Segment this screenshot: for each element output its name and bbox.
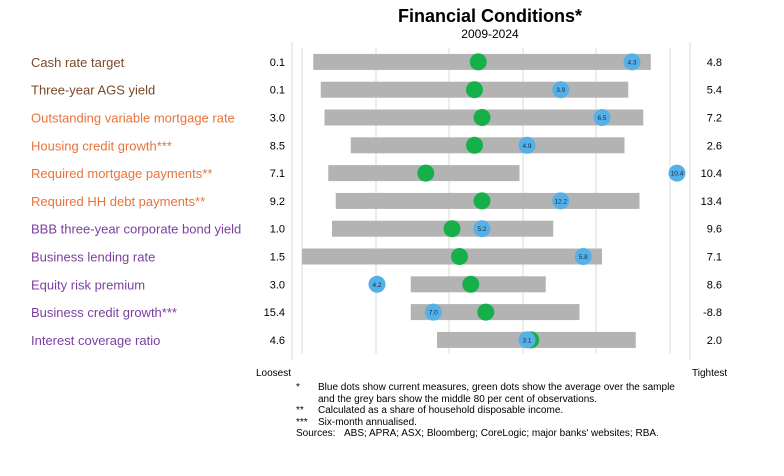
current-dot: [424, 303, 442, 321]
range-bar: [332, 220, 554, 237]
chart-row: Business lending rate 1.5 7.1 5.8: [31, 248, 722, 265]
average-dot: [451, 248, 468, 265]
current-dot: [593, 109, 611, 126]
row-label: Business lending rate: [31, 250, 155, 265]
tight-value-label: 13.4: [701, 196, 722, 208]
row-label: Three-year AGS yield: [31, 83, 155, 98]
chart-row: Required HH debt payments** 9.2 13.4 12.2: [31, 192, 722, 210]
current-value-label: 4.9: [522, 143, 531, 150]
chart-row: Equity risk premium 3.0 8.6 4.2: [31, 275, 722, 293]
average-dot: [462, 275, 480, 293]
chart-row: Required mortgage payments** 7.1 10.4 10.4: [31, 164, 722, 182]
current-dot: [518, 136, 536, 154]
loose-value-label: 0.1: [270, 57, 285, 69]
row-label: Equity risk premium: [31, 277, 145, 292]
chart-row: Housing credit growth*** 8.5 2.6 4.9: [31, 136, 722, 154]
current-dot: [668, 164, 686, 182]
tight-value-label: 2.6: [707, 140, 722, 152]
current-value-label: 3.1: [522, 337, 531, 344]
note-text: Calculated as a share of household dispo…: [318, 405, 564, 416]
loose-value-label: 0.1: [270, 85, 285, 97]
average-dot: [477, 303, 495, 321]
average-dot: [469, 53, 487, 71]
loose-value-label: 1.5: [270, 252, 285, 264]
loosest-axis-label: Loosest: [256, 368, 291, 379]
range-bar: [350, 137, 625, 154]
loose-value-label: 8.5: [270, 140, 285, 152]
current-dot: [368, 275, 386, 293]
tight-value-label: 8.6: [707, 279, 722, 291]
note-text: ABS; APRA; ASX; Bloomberg; CoreLogic; ma…: [344, 428, 659, 439]
tight-value-label: -8.8: [703, 307, 722, 319]
loose-value-label: 9.2: [270, 196, 285, 208]
current-value-label: 5.8: [579, 254, 588, 261]
loose-value-label: 15.4: [264, 307, 285, 319]
average-dot: [466, 136, 483, 154]
loose-value-label: 3.0: [270, 279, 285, 291]
chart-title: Financial Conditions*: [397, 6, 582, 26]
chart-subtitle: 2009-2024: [461, 27, 519, 41]
chart-row: Interest coverage ratio 4.6 2.0 3.1: [31, 331, 722, 349]
chart-row: Outstanding variable mortgage rate 3.0 7.2…: [31, 109, 722, 126]
current-value-label: 12.2: [554, 198, 567, 205]
chart-rows: Cash rate target 0.1 4.8 4.3 Three-year AGS …: [31, 53, 722, 349]
financial-conditions-chart: Cash rate target 0.1 4.8 4.3 Three-year AGS …: [31, 42, 727, 379]
tight-value-label: 4.8: [707, 57, 722, 69]
tightest-axis-label: Tightest: [692, 368, 727, 379]
current-dot: [518, 331, 536, 349]
current-value-label: 3.9: [556, 87, 565, 94]
average-dot: [473, 192, 491, 210]
average-dot: [473, 109, 491, 126]
row-label: BBB three-year corporate bond yield: [31, 222, 241, 237]
range-bar: [410, 304, 580, 321]
tight-value-label: 9.6: [707, 224, 722, 236]
gridlines: [291, 42, 691, 360]
note-text: Blue dots show current measures, green d…: [318, 382, 675, 405]
tight-value-label: 2.0: [707, 335, 722, 347]
note-row: * Blue dots show current measures, green…: [296, 382, 678, 405]
current-value-label: 5.2: [477, 226, 486, 233]
tight-value-label: 5.4: [707, 85, 722, 97]
current-value-label: 6.5: [597, 115, 606, 122]
current-dot: [552, 192, 570, 210]
average-dot: [466, 81, 483, 99]
note-marker: *: [296, 382, 300, 393]
note-row: *** Six-month annualised.: [296, 417, 678, 429]
current-value-label: 4.3: [627, 59, 636, 66]
note-marker: Sources:: [296, 428, 336, 439]
current-value-label: 10.4: [671, 171, 684, 178]
current-value-label: 7.0: [429, 310, 438, 317]
note-row: Sources: ABS; APRA; ASX; Bloomberg; Core…: [296, 428, 678, 440]
note-row: ** Calculated as a share of household di…: [296, 405, 678, 417]
tight-value-label: 7.2: [707, 113, 722, 125]
loose-value-label: 4.6: [270, 335, 285, 347]
loose-value-label: 7.1: [270, 168, 285, 180]
loose-value-label: 3.0: [270, 113, 285, 125]
current-dot: [623, 53, 641, 71]
current-dot: [574, 248, 592, 265]
chart-notes: * Blue dots show current measures, green…: [296, 382, 678, 440]
chart-row: BBB three-year corporate bond yield 1.0 9.…: [31, 220, 722, 238]
tight-value-label: 7.1: [707, 252, 722, 264]
note-marker: **: [296, 405, 304, 416]
row-label: Cash rate target: [31, 55, 125, 70]
row-label: Interest coverage ratio: [31, 333, 160, 348]
current-value-label: 4.2: [372, 282, 381, 289]
tight-value-label: 10.4: [701, 168, 722, 180]
chart-row: Business credit growth*** 15.4 -8.8 7.0: [31, 303, 722, 321]
note-text: Six-month annualised.: [318, 416, 417, 428]
row-label: Outstanding variable mortgage rate: [31, 111, 235, 126]
row-label: Business credit growth***: [31, 305, 177, 320]
chart-row: Three-year AGS yield 0.1 5.4 3.9: [31, 81, 722, 99]
chart-row: Cash rate target 0.1 4.8 4.3: [31, 53, 722, 71]
row-label: Required mortgage payments**: [31, 166, 212, 181]
current-dot: [473, 220, 491, 238]
average-dot: [443, 220, 461, 238]
row-label: Housing credit growth***: [31, 138, 172, 153]
note-marker: ***: [296, 416, 308, 428]
current-dot: [552, 81, 570, 99]
loose-value-label: 1.0: [270, 224, 285, 236]
row-label: Required HH debt payments**: [31, 194, 205, 209]
average-dot: [417, 164, 435, 182]
